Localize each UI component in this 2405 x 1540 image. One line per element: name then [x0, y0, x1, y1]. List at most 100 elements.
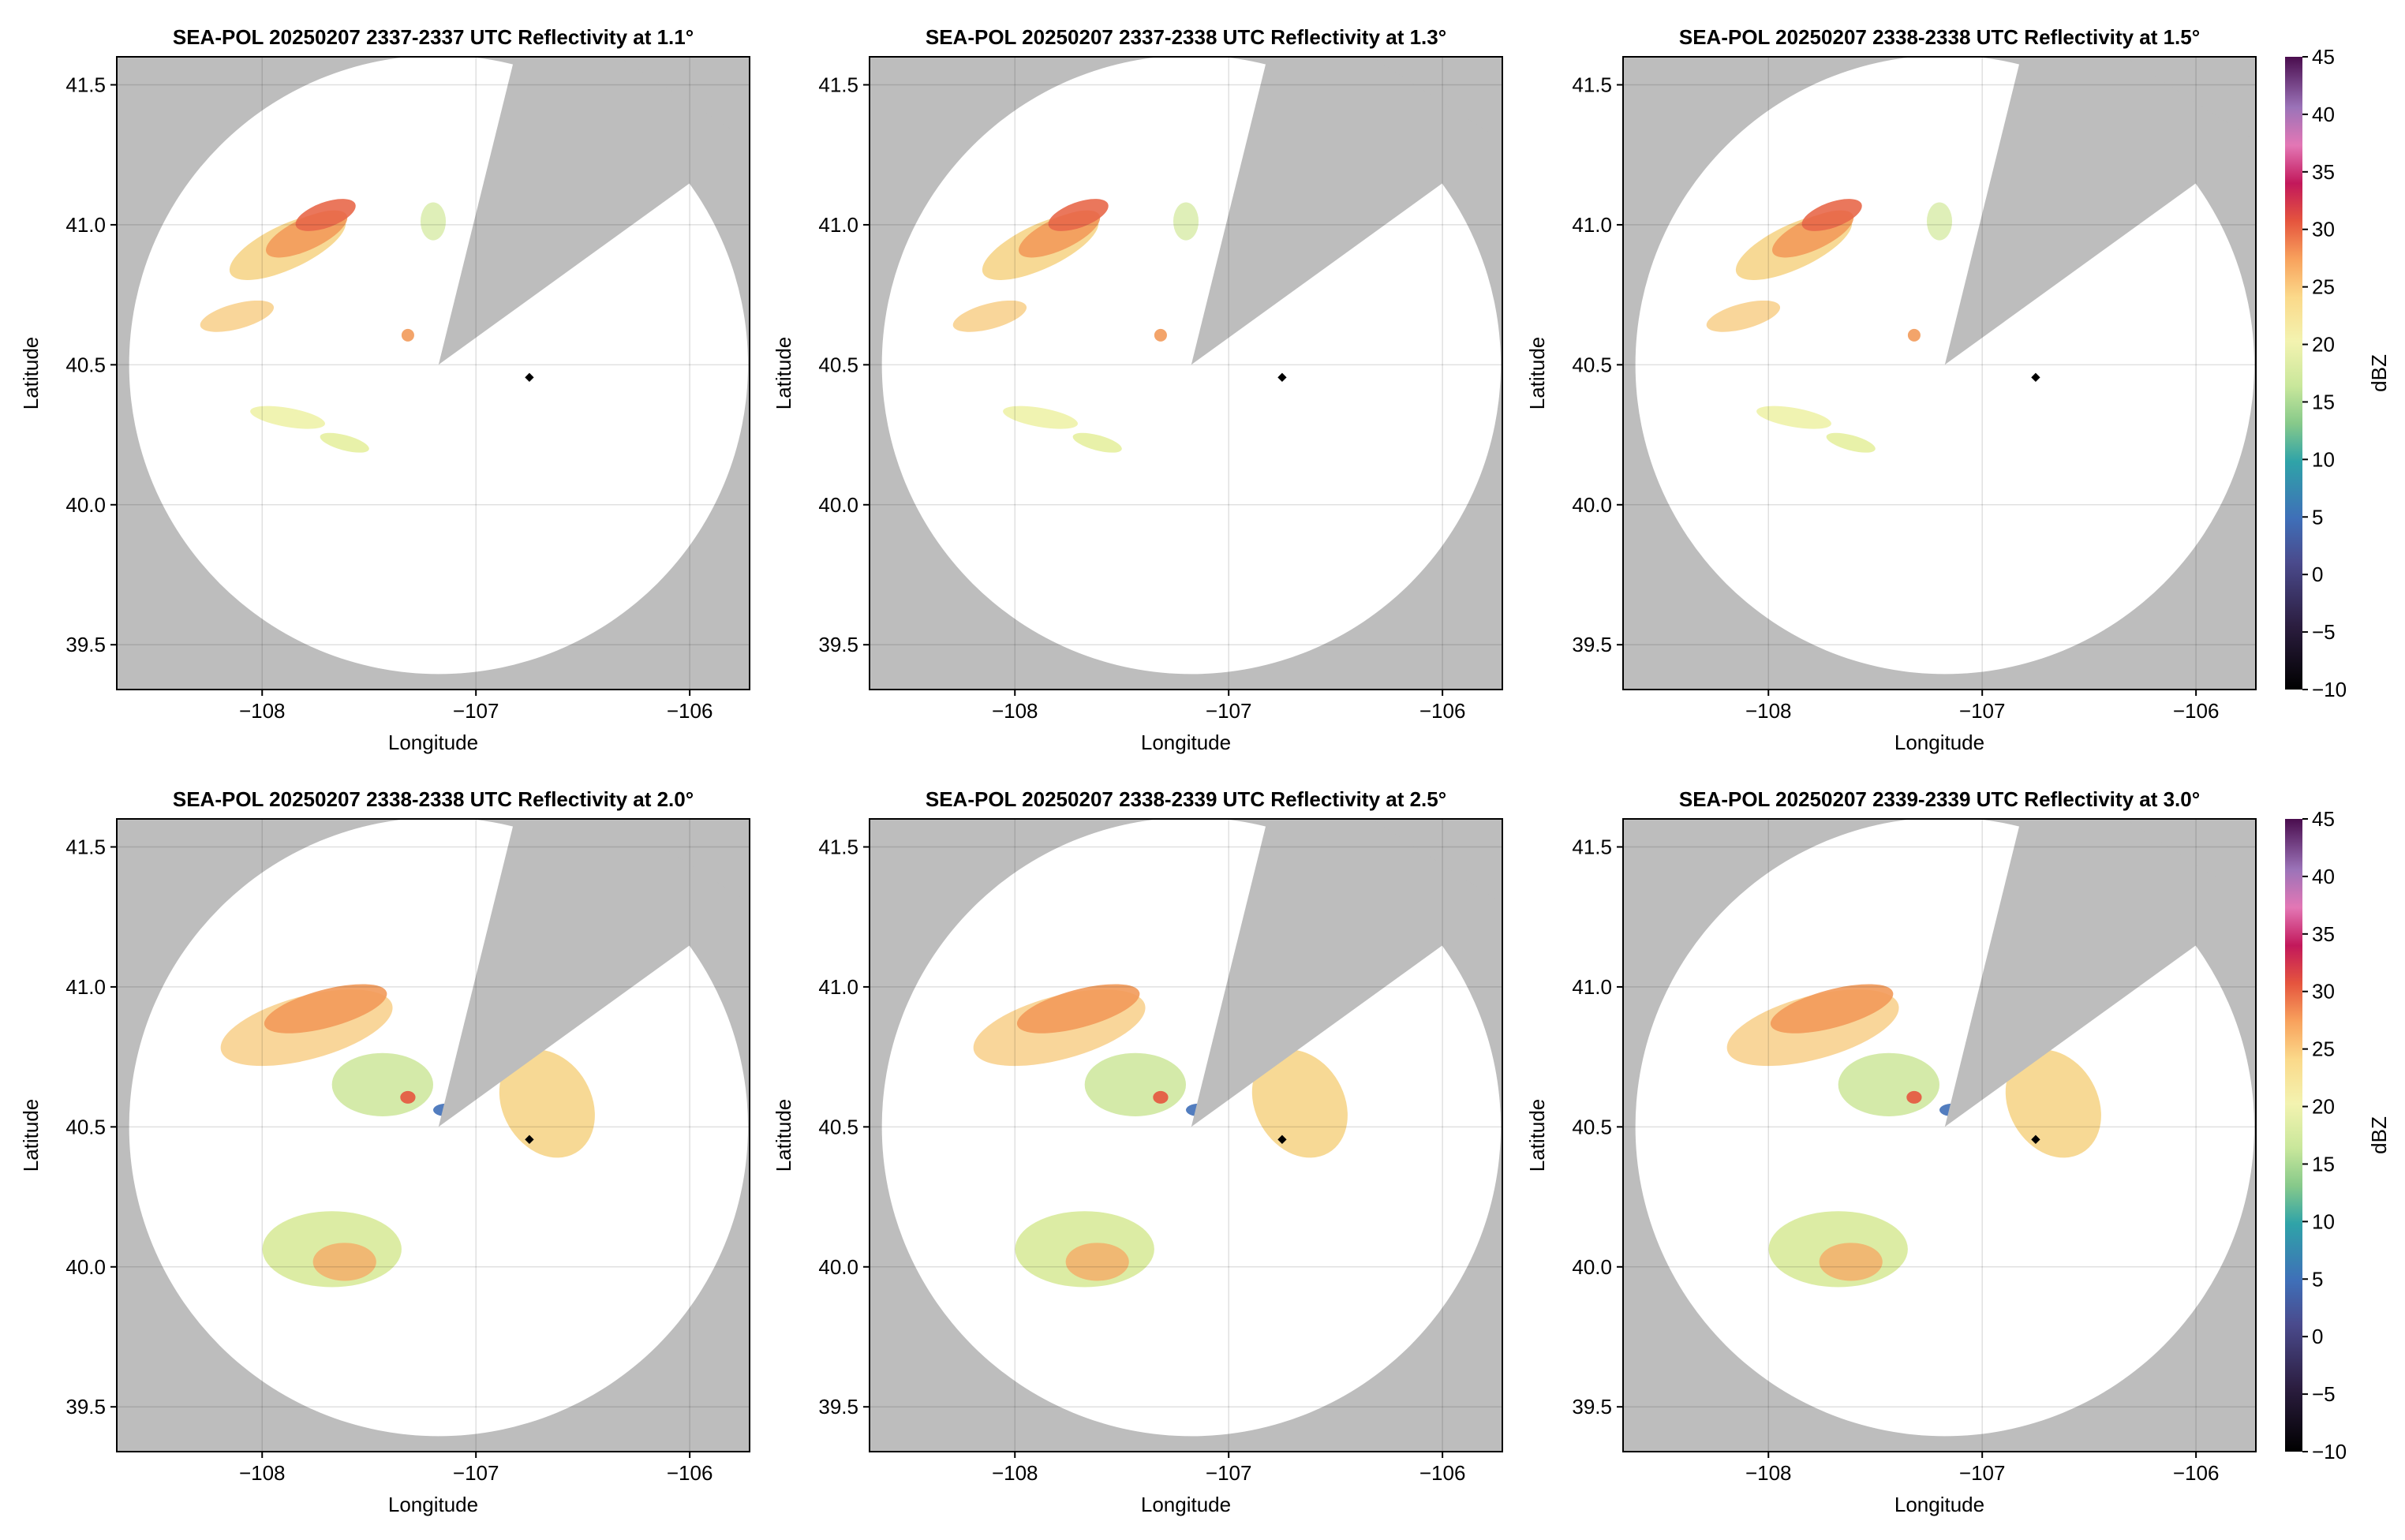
colorbar-tick-label: 0 — [2312, 1325, 2323, 1348]
echo — [1154, 328, 1167, 342]
panel: −108 −107 −106 39.5 40.0 40.5 41.0 41.5 SEA-POL … — [19, 787, 750, 1516]
radar-location — [2031, 1134, 2040, 1144]
echo — [1072, 432, 1122, 453]
colorbar-tick-label: −10 — [2312, 1440, 2347, 1463]
colorbar — [2285, 57, 2302, 690]
x-tick-label: −106 — [667, 1461, 713, 1485]
x-axis-label: Longitude — [1894, 731, 1984, 754]
echo — [1173, 202, 1199, 241]
echo — [1756, 406, 1831, 429]
echo — [952, 300, 1027, 332]
colorbar-tick-label: 35 — [2312, 160, 2335, 184]
colorbar-tick-label: 25 — [2312, 1037, 2335, 1061]
y-tick-label: 40.0 — [1572, 493, 1612, 517]
y-tick-label: 41.5 — [65, 73, 106, 96]
y-tick-label: 41.0 — [818, 975, 858, 999]
echo — [295, 199, 356, 231]
x-tick-label: −108 — [239, 1461, 286, 1485]
y-tick-label: 41.5 — [818, 73, 858, 96]
title: SEA-POL 20250207 2338-2338 UTC Reflectiv… — [1679, 25, 2200, 49]
echo — [1838, 1052, 1940, 1116]
echo — [1016, 984, 1140, 1034]
y-tick-label: 41.0 — [1572, 975, 1612, 999]
axes-frame — [1622, 56, 2257, 690]
x-axis-label: Longitude — [1141, 1493, 1231, 1516]
y-tick-label: 41.5 — [1572, 73, 1612, 96]
x-axis-label: Longitude — [1141, 731, 1231, 754]
echo — [1706, 300, 1781, 332]
echo — [200, 300, 275, 332]
plot-area — [1623, 57, 2256, 690]
echo — [499, 1049, 595, 1158]
blocked-sector — [438, 57, 749, 365]
x-tick-label: −106 — [2173, 699, 2220, 723]
colorbar-tick-label: 45 — [2312, 807, 2335, 831]
x-axis-label: Longitude — [388, 1493, 478, 1516]
panel: −108 −107 −106 39.5 40.0 40.5 41.0 41.5 SEA-POL … — [772, 787, 1503, 1516]
colorbar-tick-label: 40 — [2312, 103, 2335, 126]
axes-frame — [1622, 818, 2257, 1452]
echo — [1065, 1243, 1129, 1281]
y-axis-label: Latitude — [19, 1099, 43, 1172]
panel: −108 −107 −106 39.5 40.0 40.5 41.0 41.5 SEA-POL … — [772, 25, 1503, 754]
echo — [420, 202, 447, 241]
x-tick-label: −107 — [1959, 699, 2006, 723]
y-tick-label: 39.5 — [1572, 633, 1612, 656]
x-tick-label: −106 — [1419, 699, 1466, 723]
y-tick-label: 40.5 — [1572, 353, 1612, 376]
colorbar-tick-label: −5 — [2312, 620, 2336, 644]
echo — [331, 1052, 433, 1116]
colorbar-tick-label: 5 — [2312, 505, 2323, 529]
panel: −108 −107 −106 39.5 40.0 40.5 41.0 41.5 SEA-POL … — [1525, 25, 2391, 754]
y-axis-label: Latitude — [772, 337, 795, 410]
echo — [1907, 328, 1921, 342]
echo — [1084, 1052, 1186, 1116]
title: SEA-POL 20250207 2338-2338 UTC Reflectiv… — [173, 787, 694, 811]
colorbar-tick-label: 40 — [2312, 865, 2335, 888]
blocked-sector — [1944, 57, 2255, 365]
plot-area — [117, 819, 750, 1452]
echo — [1801, 199, 1862, 231]
colorbar-tick-label: 25 — [2312, 275, 2335, 299]
plot-area — [117, 57, 750, 690]
axes-frame — [869, 56, 1503, 690]
x-tick-label: −106 — [1419, 1461, 1466, 1485]
echo — [1826, 432, 1876, 453]
echo — [1906, 1090, 1922, 1104]
x-tick-label: −107 — [1206, 1461, 1252, 1485]
echo — [1770, 984, 1894, 1034]
colorbar-tick-label: −5 — [2312, 1382, 2336, 1406]
echo — [1003, 406, 1078, 429]
colorbar-tick-label: 10 — [2312, 447, 2335, 471]
echo — [1048, 199, 1109, 231]
colorbar-tick-label: 5 — [2312, 1267, 2323, 1291]
x-tick-label: −107 — [453, 699, 499, 723]
y-axis-label: Latitude — [1525, 1099, 1549, 1172]
y-tick-label: 40.0 — [818, 1255, 858, 1279]
y-tick-label: 41.0 — [818, 213, 858, 237]
x-axis-label: Longitude — [388, 731, 478, 754]
y-tick-label: 41.5 — [1572, 835, 1612, 858]
y-tick-label: 39.5 — [1572, 1395, 1612, 1419]
y-tick-label: 39.5 — [65, 633, 106, 656]
x-tick-label: −108 — [992, 699, 1038, 723]
radar-location — [525, 1134, 534, 1144]
y-tick-label: 41.5 — [818, 835, 858, 858]
y-tick-label: 41.0 — [65, 975, 106, 999]
plot-area — [870, 819, 1502, 1452]
axes-frame — [116, 818, 750, 1452]
x-tick-label: −108 — [992, 1461, 1038, 1485]
radar-location — [525, 372, 534, 382]
x-axis-label: Longitude — [1894, 1493, 1984, 1516]
echo — [1251, 1049, 1348, 1158]
colorbar-tick-label: −10 — [2312, 678, 2347, 701]
echo — [400, 1090, 416, 1104]
x-tick-label: −108 — [1745, 1461, 1792, 1485]
title: SEA-POL 20250207 2337-2338 UTC Reflectiv… — [926, 25, 1446, 49]
radar-location — [1277, 372, 1287, 382]
blocked-sector — [1191, 819, 1502, 1127]
plot-area — [1623, 819, 2256, 1452]
echo — [401, 328, 414, 342]
